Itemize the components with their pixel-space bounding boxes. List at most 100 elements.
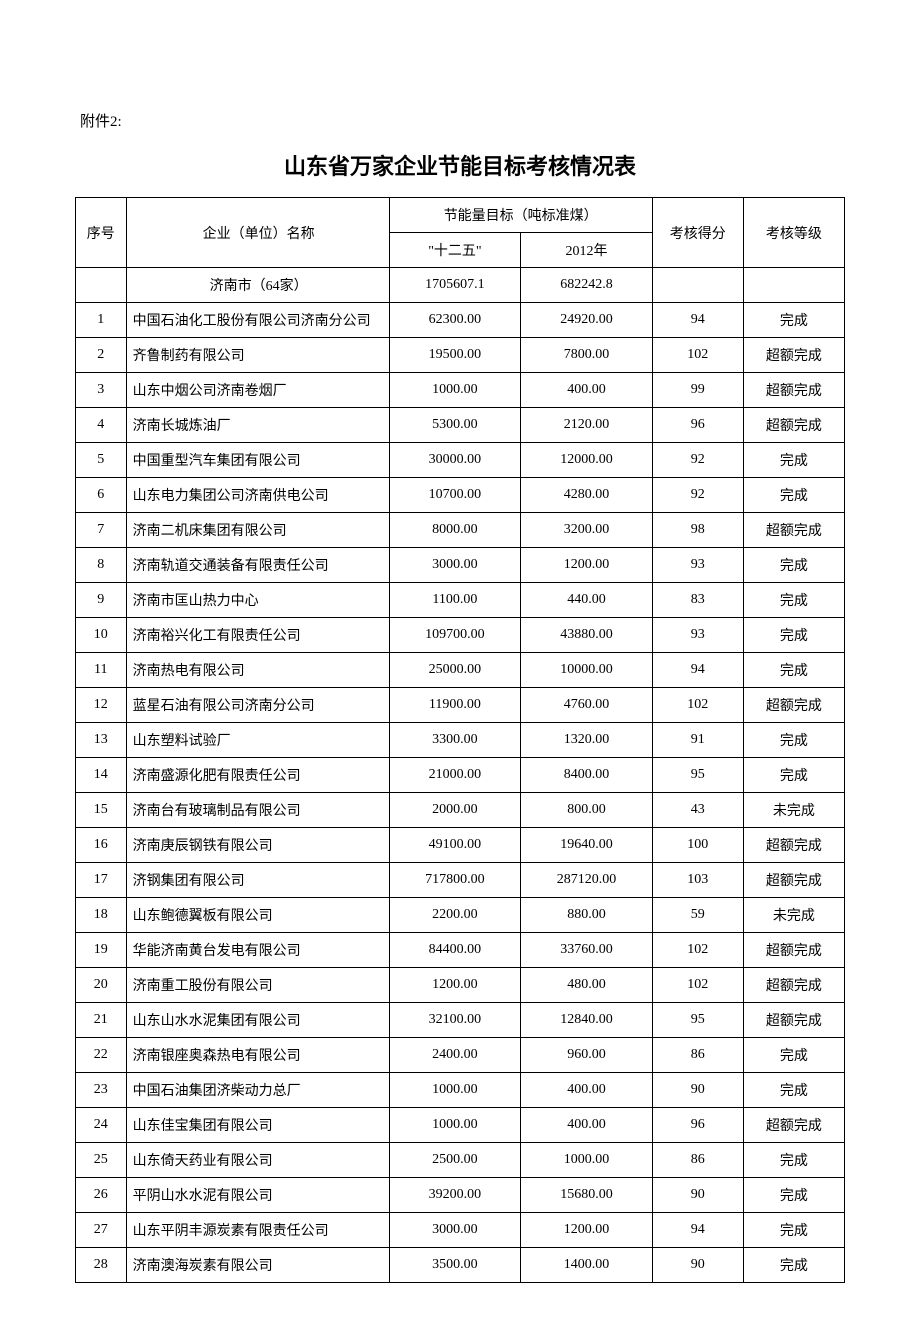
cell-grade: 超额完成 — [743, 688, 844, 723]
cell-grade: 完成 — [743, 303, 844, 338]
cell-target-125: 25000.00 — [389, 653, 521, 688]
table-header-row-1: 序号 企业（单位）名称 节能量目标（吨标准煤） 考核得分 考核等级 — [76, 198, 845, 233]
cell-name: 山东中烟公司济南卷烟厂 — [126, 373, 389, 408]
cell-name: 济南长城炼油厂 — [126, 408, 389, 443]
table-row: 13山东塑料试验厂3300.001320.0091完成 — [76, 723, 845, 758]
table-row: 15济南台有玻璃制品有限公司2000.00800.0043未完成 — [76, 793, 845, 828]
cell-score: 96 — [652, 1108, 743, 1143]
cell-grade: 完成 — [743, 583, 844, 618]
cell-target-125: 5300.00 — [389, 408, 521, 443]
cell-seq: 19 — [76, 933, 127, 968]
city-seq-cell — [76, 268, 127, 303]
cell-score: 59 — [652, 898, 743, 933]
cell-seq: 15 — [76, 793, 127, 828]
cell-score: 96 — [652, 408, 743, 443]
cell-name: 山东平阴丰源炭素有限责任公司 — [126, 1213, 389, 1248]
table-row: 7济南二机床集团有限公司8000.003200.0098超额完成 — [76, 513, 845, 548]
cell-score: 86 — [652, 1143, 743, 1178]
cell-grade: 未完成 — [743, 793, 844, 828]
table-row: 14济南盛源化肥有限责任公司21000.008400.0095完成 — [76, 758, 845, 793]
cell-score: 92 — [652, 478, 743, 513]
cell-target-2012: 400.00 — [521, 1073, 653, 1108]
cell-score: 103 — [652, 863, 743, 898]
cell-score: 102 — [652, 688, 743, 723]
cell-target-125: 32100.00 — [389, 1003, 521, 1038]
cell-target-2012: 800.00 — [521, 793, 653, 828]
cell-name: 山东倚天药业有限公司 — [126, 1143, 389, 1178]
cell-target-2012: 960.00 — [521, 1038, 653, 1073]
cell-seq: 25 — [76, 1143, 127, 1178]
cell-grade: 未完成 — [743, 898, 844, 933]
cell-seq: 13 — [76, 723, 127, 758]
cell-score: 93 — [652, 548, 743, 583]
table-row: 9济南市匡山热力中心1100.00440.0083完成 — [76, 583, 845, 618]
cell-grade: 完成 — [743, 618, 844, 653]
cell-score: 100 — [652, 828, 743, 863]
cell-score: 93 — [652, 618, 743, 653]
cell-target-125: 3000.00 — [389, 548, 521, 583]
city-v2-cell: 682242.8 — [521, 268, 653, 303]
cell-target-2012: 24920.00 — [521, 303, 653, 338]
cell-grade: 超额完成 — [743, 373, 844, 408]
cell-grade: 完成 — [743, 478, 844, 513]
table-row: 6山东电力集团公司济南供电公司10700.004280.0092完成 — [76, 478, 845, 513]
cell-score: 94 — [652, 303, 743, 338]
table-row: 5中国重型汽车集团有限公司30000.0012000.0092完成 — [76, 443, 845, 478]
cell-score: 102 — [652, 933, 743, 968]
cell-seq: 5 — [76, 443, 127, 478]
cell-target-125: 2500.00 — [389, 1143, 521, 1178]
cell-target-2012: 12840.00 — [521, 1003, 653, 1038]
cell-target-125: 8000.00 — [389, 513, 521, 548]
cell-target-2012: 1200.00 — [521, 1213, 653, 1248]
cell-name: 山东电力集团公司济南供电公司 — [126, 478, 389, 513]
cell-name: 济南市匡山热力中心 — [126, 583, 389, 618]
page-title: 山东省万家企业节能目标考核情况表 — [75, 149, 845, 181]
cell-seq: 11 — [76, 653, 127, 688]
cell-score: 90 — [652, 1073, 743, 1108]
cell-name: 蓝星石油有限公司济南分公司 — [126, 688, 389, 723]
cell-name: 山东鲍德翼板有限公司 — [126, 898, 389, 933]
cell-score: 94 — [652, 653, 743, 688]
cell-seq: 7 — [76, 513, 127, 548]
table-row: 8济南轨道交通装备有限责任公司3000.001200.0093完成 — [76, 548, 845, 583]
table-row: 18山东鲍德翼板有限公司2200.00880.0059未完成 — [76, 898, 845, 933]
cell-name: 济南热电有限公司 — [126, 653, 389, 688]
cell-target-125: 84400.00 — [389, 933, 521, 968]
cell-seq: 28 — [76, 1248, 127, 1283]
header-target-2012: 2012年 — [521, 233, 653, 268]
cell-name: 济南台有玻璃制品有限公司 — [126, 793, 389, 828]
header-name: 企业（单位）名称 — [126, 198, 389, 268]
cell-grade: 完成 — [743, 758, 844, 793]
cell-seq: 14 — [76, 758, 127, 793]
table-row: 10济南裕兴化工有限责任公司109700.0043880.0093完成 — [76, 618, 845, 653]
cell-name: 中国石油集团济柴动力总厂 — [126, 1073, 389, 1108]
table-row: 11济南热电有限公司25000.0010000.0094完成 — [76, 653, 845, 688]
table-row: 28济南澳海炭素有限公司3500.001400.0090完成 — [76, 1248, 845, 1283]
city-v1-cell: 1705607.1 — [389, 268, 521, 303]
cell-target-125: 2000.00 — [389, 793, 521, 828]
cell-grade: 超额完成 — [743, 408, 844, 443]
cell-score: 98 — [652, 513, 743, 548]
table-row: 24山东佳宝集团有限公司1000.00400.0096超额完成 — [76, 1108, 845, 1143]
cell-target-125: 1100.00 — [389, 583, 521, 618]
table-row: 2齐鲁制药有限公司19500.007800.00102超额完成 — [76, 338, 845, 373]
cell-grade: 超额完成 — [743, 863, 844, 898]
cell-target-125: 109700.00 — [389, 618, 521, 653]
cell-target-2012: 10000.00 — [521, 653, 653, 688]
cell-seq: 22 — [76, 1038, 127, 1073]
table-row: 12蓝星石油有限公司济南分公司11900.004760.00102超额完成 — [76, 688, 845, 723]
cell-grade: 完成 — [743, 653, 844, 688]
cell-score: 91 — [652, 723, 743, 758]
cell-name: 济南重工股份有限公司 — [126, 968, 389, 1003]
cell-target-125: 717800.00 — [389, 863, 521, 898]
city-grade-cell — [743, 268, 844, 303]
cell-target-2012: 880.00 — [521, 898, 653, 933]
cell-seq: 10 — [76, 618, 127, 653]
cell-grade: 完成 — [743, 1143, 844, 1178]
cell-seq: 26 — [76, 1178, 127, 1213]
cell-target-2012: 4760.00 — [521, 688, 653, 723]
cell-target-2012: 287120.00 — [521, 863, 653, 898]
cell-grade: 超额完成 — [743, 1003, 844, 1038]
cell-target-125: 3000.00 — [389, 1213, 521, 1248]
cell-target-125: 3500.00 — [389, 1248, 521, 1283]
